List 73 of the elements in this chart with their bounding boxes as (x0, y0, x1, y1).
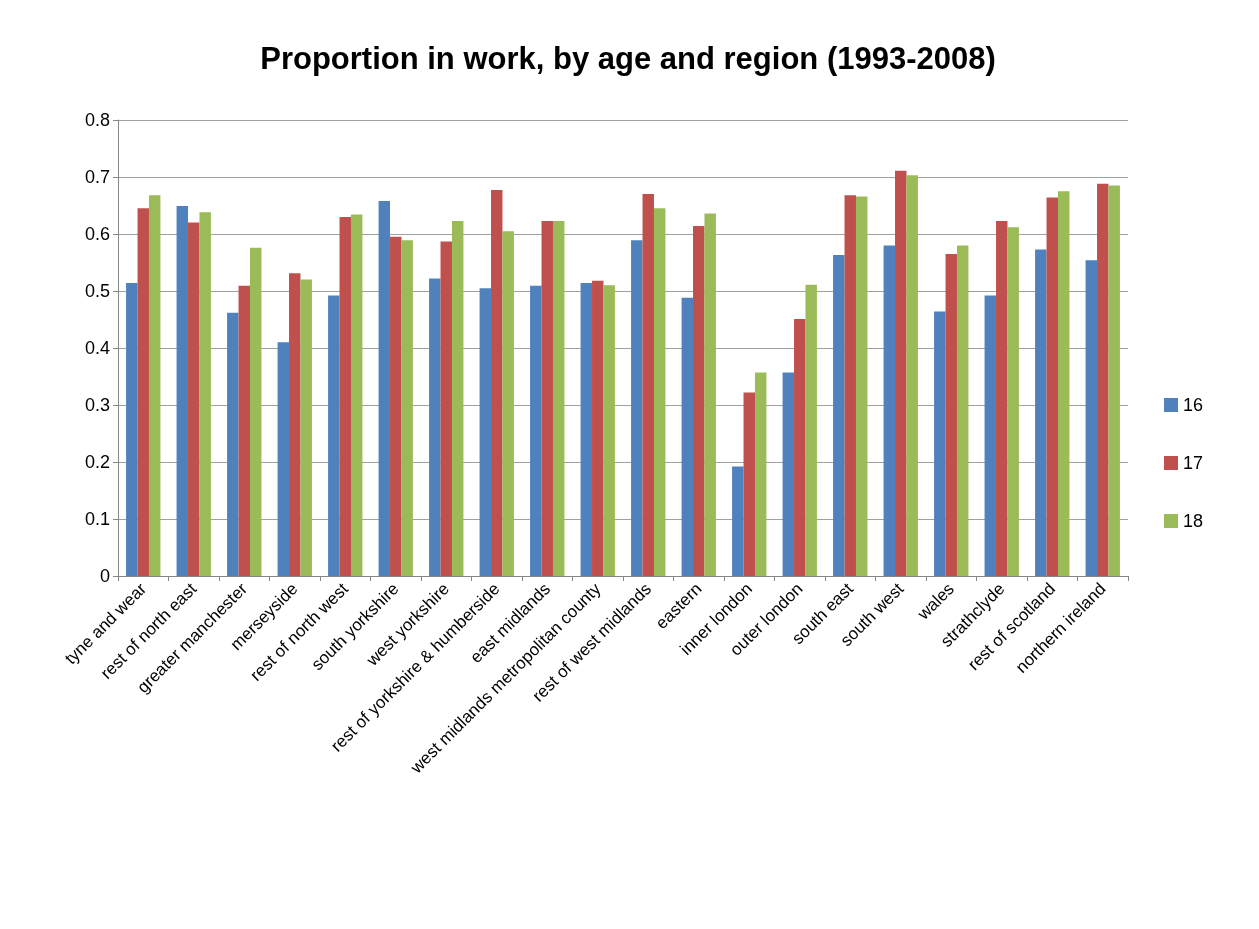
bar (844, 195, 856, 576)
legend-label: 18 (1182, 511, 1204, 531)
bar (693, 226, 705, 576)
bar (390, 236, 402, 576)
bar (227, 312, 239, 576)
bar (328, 295, 340, 576)
bar (603, 285, 615, 576)
bar (530, 285, 542, 576)
bar (491, 190, 503, 576)
bar (681, 297, 694, 576)
bar (176, 206, 189, 576)
y-tick-label: 0.4 (84, 338, 110, 358)
bar (794, 318, 806, 576)
bar (653, 208, 666, 576)
bar (249, 247, 262, 576)
y-tick-label: 0.6 (84, 224, 110, 244)
bar (541, 220, 553, 576)
y-tick-label: 0 (99, 566, 110, 586)
bar (642, 194, 654, 576)
bar (580, 283, 593, 576)
bar (956, 245, 969, 576)
bar (188, 222, 200, 576)
bar (805, 284, 817, 576)
bar (631, 240, 643, 576)
y-tick-label: 0.3 (84, 395, 110, 415)
legend-label: 16 (1182, 395, 1204, 415)
bar (440, 241, 452, 576)
bar (378, 200, 391, 576)
bar (1035, 249, 1047, 576)
bar (289, 273, 301, 576)
bar (429, 278, 441, 576)
bar (238, 285, 250, 576)
bar (148, 195, 161, 576)
bar (782, 372, 795, 576)
bar (552, 220, 565, 576)
bar (984, 295, 997, 576)
bar (1057, 191, 1070, 576)
bar (732, 466, 744, 576)
bar (754, 372, 767, 576)
y-tick-label: 0.2 (84, 452, 110, 472)
y-tick-label: 0.1 (84, 509, 110, 529)
bar (401, 240, 413, 576)
bar (502, 231, 514, 576)
bar (945, 253, 957, 576)
bar (300, 279, 312, 576)
bar (1085, 260, 1098, 576)
bar (350, 214, 363, 576)
bar (855, 196, 868, 576)
y-tick-label: 0.7 (84, 167, 110, 187)
bar (833, 255, 845, 576)
bar (451, 220, 464, 576)
bar (277, 342, 290, 576)
bar (1007, 227, 1019, 576)
bar (934, 311, 946, 576)
bar (1046, 197, 1058, 576)
bar (895, 170, 907, 576)
bar (704, 213, 716, 576)
y-tick-label: 0.8 (84, 110, 110, 130)
bar (1108, 185, 1120, 576)
bar (199, 212, 211, 576)
bar (743, 392, 755, 576)
y-tick-label: 0.5 (84, 281, 110, 301)
bar (906, 175, 918, 576)
bar (592, 280, 604, 576)
bar (126, 283, 138, 576)
bar (137, 208, 149, 576)
bar (1097, 183, 1109, 576)
legend-label: 17 (1182, 453, 1204, 473)
bar (883, 245, 896, 576)
bar (996, 220, 1008, 576)
bar (479, 288, 492, 576)
bar (339, 216, 351, 576)
chart-title: Proportion in work, by age and region (1993-2008) (260, 41, 996, 76)
